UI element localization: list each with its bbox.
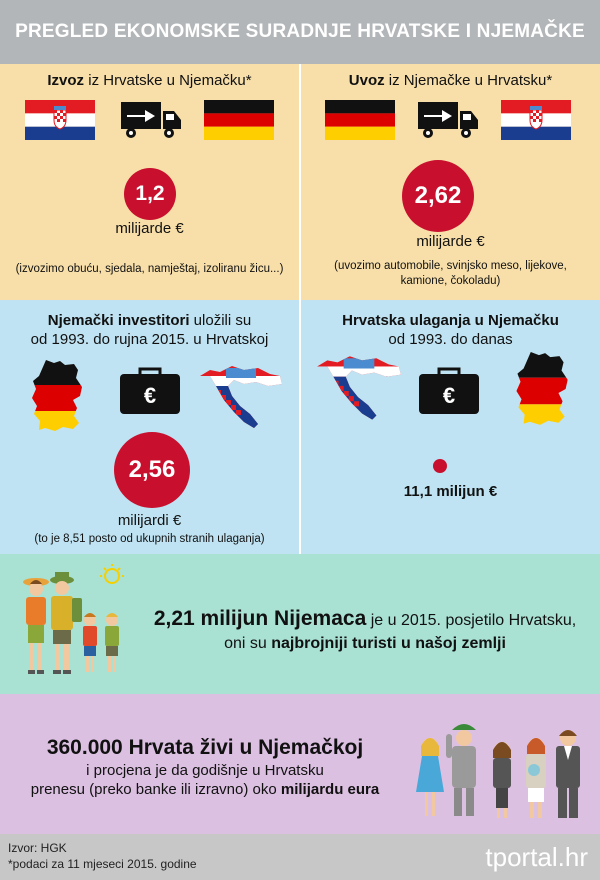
- tourist-family-icon: [23, 564, 124, 674]
- import-title-rest: iz Njemačke u Hrvatsku*: [384, 72, 553, 89]
- croatian-invest-value: 11,1 milijun €: [403, 483, 498, 500]
- import-unit: milijarde €: [416, 233, 485, 250]
- tourism-section: [0, 554, 600, 694]
- import-note: (uvozimo automobile, svinjsko meso, lije…: [301, 259, 600, 289]
- croatian-people-icon: [416, 724, 580, 818]
- import-note-line1: (uvozimo automobile, svinjsko meso, lije…: [334, 260, 567, 272]
- diaspora-text: 360.000 Hrvata živi u Njemačkoj i procje…: [0, 735, 410, 799]
- export-unit: milijarde €: [115, 220, 184, 237]
- euro-briefcase-icon: €: [419, 367, 479, 414]
- footer-note: *podaci za 11 mjeseci 2015. godine: [8, 857, 197, 871]
- german-invest-title-rest: uložili su: [189, 312, 252, 329]
- croatian-invest-title-bold: Hrvatska ulaganja u Njemačku: [342, 312, 559, 329]
- export-title: Izvoz iz Hrvatske u Njemačku*: [0, 71, 299, 90]
- diaspora-bold-3: milijardu eura: [280, 781, 380, 798]
- croatia-flag-icon: [25, 100, 95, 140]
- export-note: (izvozimo obuću, sjedala, namještaj, izo…: [15, 263, 284, 275]
- german-invest-value-circle: 2,56: [114, 432, 190, 508]
- german-invest-title-line2: od 1993. do rujna 2015. u Hrvatskoj: [30, 331, 269, 348]
- tourism-bold-1: 2,21 milijun Nijemaca: [153, 607, 367, 630]
- croatian-invest-title-line2: od 1993. do danas: [388, 331, 513, 348]
- truck-arrow-icon: [121, 102, 181, 138]
- german-invest-title: Njemački investitori uložili su od 1993.…: [0, 311, 299, 349]
- export-title-bold: Izvoz: [47, 72, 85, 89]
- croatia-map-icon: [317, 356, 401, 420]
- svg-text:€: €: [144, 383, 156, 408]
- croatia-map-icon: [200, 366, 282, 428]
- german-invest-unit: milijardi €: [117, 512, 182, 529]
- page-title: PREGLED EKONOMSKE SURADNJE HRVATSKE I NJ…: [0, 0, 600, 64]
- tourism-rest-1: je u 2015. posjetilo Hrvatsku,: [366, 612, 577, 629]
- croatian-invest-dot: [433, 459, 447, 473]
- germany-map-icon: [32, 360, 82, 431]
- diaspora-line-2: i procjena je da godišnje u Hrvatsku: [86, 762, 324, 779]
- footer-source: Izvor: HGK: [8, 841, 67, 855]
- german-invest-note: (to je 8,51 posto od ukupnih stranih ula…: [34, 533, 265, 545]
- germany-flag-icon: [204, 100, 274, 140]
- germany-flag-icon: [325, 100, 395, 140]
- croatian-invest-title: Hrvatska ulaganja u Njemačku od 1993. do…: [301, 311, 600, 349]
- diaspora-rest-3: prenesu (preko banke ili izravno) oko: [30, 781, 281, 798]
- euro-briefcase-icon: €: [120, 367, 180, 414]
- germany-map-icon: [516, 352, 568, 425]
- croatia-flag-icon: [501, 100, 571, 140]
- footer: [0, 834, 600, 880]
- brand-logo: tportal.hr: [485, 842, 588, 872]
- tourism-text: 2,21 milijun Nijemaca je u 2015. posjeti…: [130, 606, 600, 654]
- import-title-bold: Uvoz: [348, 72, 385, 89]
- tourism-rest-2: oni su: [224, 635, 272, 652]
- german-invest-title-bold: Njemački investitori: [47, 312, 190, 329]
- export-value-circle: 1,2: [124, 168, 176, 220]
- truck-arrow-icon: [418, 102, 478, 138]
- diaspora-bold-1: 360.000 Hrvata živi u Njemačkoj: [46, 736, 364, 759]
- section-divider: [299, 300, 301, 554]
- import-note-line2: kamione, čokoladu): [400, 275, 501, 287]
- section-divider: [299, 64, 301, 300]
- import-title: Uvoz iz Njemačke u Hrvatsku*: [301, 71, 600, 90]
- export-title-rest: iz Hrvatske u Njemačku*: [84, 72, 252, 89]
- svg-text:€: €: [443, 383, 455, 408]
- import-value-circle: 2,62: [402, 160, 474, 232]
- tourism-bold-2: najbrojniji turisti u našoj zemlji: [271, 635, 506, 652]
